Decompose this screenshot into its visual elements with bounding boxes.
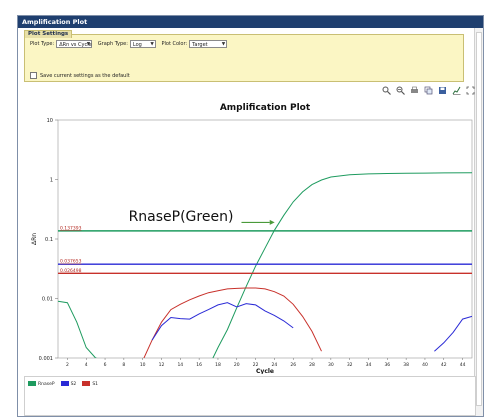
x-tick-label: 4: [85, 362, 88, 368]
chevron-down-icon: ▼: [86, 42, 91, 47]
amplification-plot-window: Amplification Plot Plot Type: ΔRn vs Cycl…: [17, 15, 484, 417]
x-tick-label: 30: [328, 362, 334, 368]
chart-title: Amplification Plot: [220, 103, 311, 113]
scrollbar-thumb[interactable]: [476, 32, 482, 406]
window-title: Amplification Plot: [18, 16, 483, 28]
y-tick-label: 0.001: [39, 356, 53, 362]
x-tick-label: 40: [422, 362, 428, 368]
x-tick-label: 32: [347, 362, 353, 368]
legend-swatch: [82, 381, 91, 386]
x-tick-label: 20: [234, 362, 240, 368]
y-tick-label: 0.1: [45, 237, 53, 243]
save-image-icon[interactable]: [438, 86, 447, 95]
threshold-label: 0.137393: [60, 225, 82, 231]
x-tick-label: 38: [403, 362, 409, 368]
x-tick-label: 10: [140, 362, 146, 368]
y-axis-label: ΔRn: [31, 233, 38, 245]
x-axis-label: Cycle: [256, 368, 274, 374]
annotation-arrow-head: [269, 219, 275, 225]
plot-color-label: Plot Color:: [161, 41, 188, 47]
y-tick-label: 0.01: [42, 297, 53, 303]
plot-color-value: Target: [192, 42, 208, 48]
expand-icon[interactable]: [466, 86, 475, 95]
zoom-out-icon[interactable]: [396, 86, 405, 95]
y-tick-label: 1: [50, 178, 53, 184]
x-tick-label: 42: [441, 362, 447, 368]
legend-item[interactable]: S2: [60, 381, 77, 387]
x-tick-label: 44: [460, 362, 466, 368]
x-tick-label: 8: [122, 362, 125, 368]
chevron-down-icon: ▼: [150, 42, 154, 47]
legend-label: RnaseP: [38, 382, 55, 387]
legend-row: RnaseP S2 S1: [28, 381, 104, 387]
x-tick-label: 16: [196, 362, 202, 368]
plot-color-select[interactable]: Target ▼: [189, 40, 228, 48]
x-tick-label: 24: [272, 362, 278, 368]
x-tick-label: 14: [177, 362, 183, 368]
x-tick-label: 12: [159, 362, 165, 368]
chart-legend: RnaseP S2 S1: [24, 376, 476, 416]
x-tick-label: 6: [104, 362, 107, 368]
save-default-label: Save current settings as the default: [40, 73, 130, 79]
plot-settings-panel: Plot Type: ΔRn vs Cycle ▼ Graph Type: Log ▼ …: [24, 34, 464, 82]
x-tick-label: 36: [384, 362, 390, 368]
plot-type-select[interactable]: ΔRn vs Cycle ▼: [56, 40, 93, 48]
legend-label: S1: [92, 382, 99, 387]
settings-row: Plot Type: ΔRn vs Cycle ▼ Graph Type: Log ▼ …: [30, 40, 231, 48]
x-tick-label: 18: [215, 362, 221, 368]
threshold-label: 0.026498: [60, 268, 82, 274]
series-line-s2: [151, 302, 294, 341]
legend-item[interactable]: S1: [82, 381, 98, 387]
annotation-label: RnaseP(Green): [129, 209, 234, 225]
plot-type-label: Plot Type:: [30, 41, 55, 47]
print-icon[interactable]: [410, 86, 419, 95]
save-default-checkbox[interactable]: [30, 72, 37, 79]
chart-options-icon[interactable]: [452, 86, 461, 95]
x-tick-label: 34: [366, 362, 372, 368]
copy-icon[interactable]: [424, 86, 433, 95]
series-line-rnasep: [212, 172, 472, 358]
legend-label: S2: [70, 382, 77, 387]
graph-type-select[interactable]: Log ▼: [129, 40, 156, 48]
graph-type-label: Graph Type:: [97, 41, 128, 47]
chevron-down-icon: ▼: [221, 42, 226, 47]
x-tick-label: 28: [309, 362, 315, 368]
threshold-label: 0.037653: [60, 259, 82, 265]
legend-swatch: [60, 381, 69, 386]
y-tick-label: 10: [47, 118, 53, 124]
series-line-s1: [143, 287, 322, 358]
x-tick-label: 2: [66, 362, 69, 368]
x-tick-label: 26: [290, 362, 296, 368]
plot-settings-tab[interactable]: Plot Settings: [24, 30, 73, 38]
plot-area: [57, 119, 473, 359]
save-default-row: Save current settings as the default: [30, 72, 130, 79]
legend-swatch: [28, 381, 36, 386]
series-line-s2: [434, 315, 472, 352]
plot-toolbar: [382, 86, 475, 95]
plot-type-value: ΔRn vs Cycle: [59, 42, 92, 48]
graph-type-value: Log: [132, 42, 142, 48]
zoom-in-icon[interactable]: [382, 86, 391, 95]
window-scrollbar[interactable]: [474, 28, 483, 416]
series-line-rnasep: [58, 300, 98, 358]
x-tick-label: 22: [253, 362, 259, 368]
legend-item[interactable]: RnaseP: [28, 381, 55, 387]
